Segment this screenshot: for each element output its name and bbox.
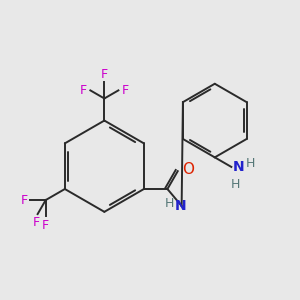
Text: N: N — [174, 199, 186, 213]
Text: O: O — [182, 162, 194, 177]
Text: H: H — [231, 178, 241, 191]
Text: F: F — [122, 84, 129, 97]
Text: F: F — [33, 216, 40, 229]
Text: N: N — [233, 160, 244, 174]
Text: F: F — [42, 219, 49, 232]
Text: F: F — [80, 84, 87, 97]
Text: H: H — [245, 158, 255, 170]
Text: F: F — [101, 68, 108, 81]
Text: F: F — [21, 194, 28, 207]
Text: H: H — [165, 197, 174, 210]
